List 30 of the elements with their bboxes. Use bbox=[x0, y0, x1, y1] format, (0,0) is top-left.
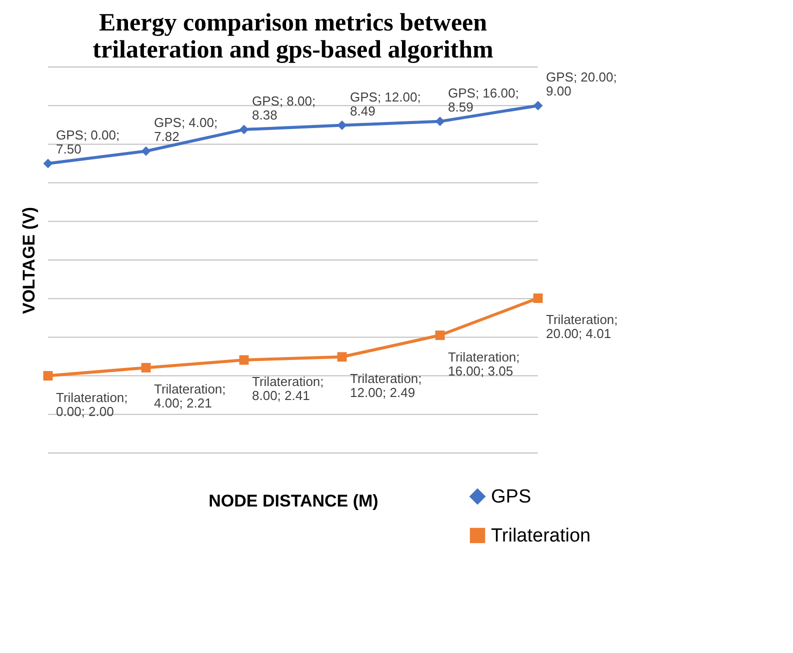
data-label: Trilateration; 4.00; 2.21 bbox=[154, 382, 226, 411]
data-label: Trilateration; 20.00; 4.01 bbox=[546, 312, 618, 342]
data-label: Trilateration; 16.00; 3.05 bbox=[448, 349, 520, 378]
data-label: GPS; 12.00; 8.49 bbox=[350, 89, 421, 118]
legend-label: GPS bbox=[491, 486, 532, 508]
point bbox=[435, 330, 445, 340]
point bbox=[239, 124, 249, 134]
data-label: Trilateration; 8.00; 2.41 bbox=[252, 374, 324, 403]
point bbox=[533, 100, 543, 110]
data-label: GPS; 4.00; 7.82 bbox=[154, 115, 218, 144]
text: Energy comparison metrics between bbox=[98, 10, 488, 36]
point bbox=[43, 158, 53, 168]
y-axis-title: VOLTAGE (V) bbox=[20, 206, 38, 314]
point bbox=[337, 120, 347, 130]
point bbox=[43, 371, 53, 381]
point bbox=[533, 293, 543, 303]
data-label: GPS; 20.00; 9.00 bbox=[546, 70, 617, 99]
x-axis-title: NODE DISTANCE (M) bbox=[208, 492, 378, 510]
point bbox=[435, 116, 445, 126]
data-label: Trilateration; 0.00; 2.00 bbox=[56, 390, 128, 419]
data-label: GPS; 8.00; 8.38 bbox=[252, 94, 316, 123]
point bbox=[239, 355, 249, 365]
data-label: GPS; 16.00; 8.59 bbox=[448, 85, 519, 114]
point bbox=[141, 146, 151, 156]
point bbox=[141, 362, 151, 372]
point bbox=[337, 352, 347, 362]
legend-label: Trilateration bbox=[491, 526, 591, 546]
text: trilateration and gps-based algorithm bbox=[92, 36, 494, 64]
data-label: Trilateration; 12.00; 2.49 bbox=[350, 370, 422, 400]
data-label: GPS; 0.00; 7.50 bbox=[56, 128, 120, 156]
